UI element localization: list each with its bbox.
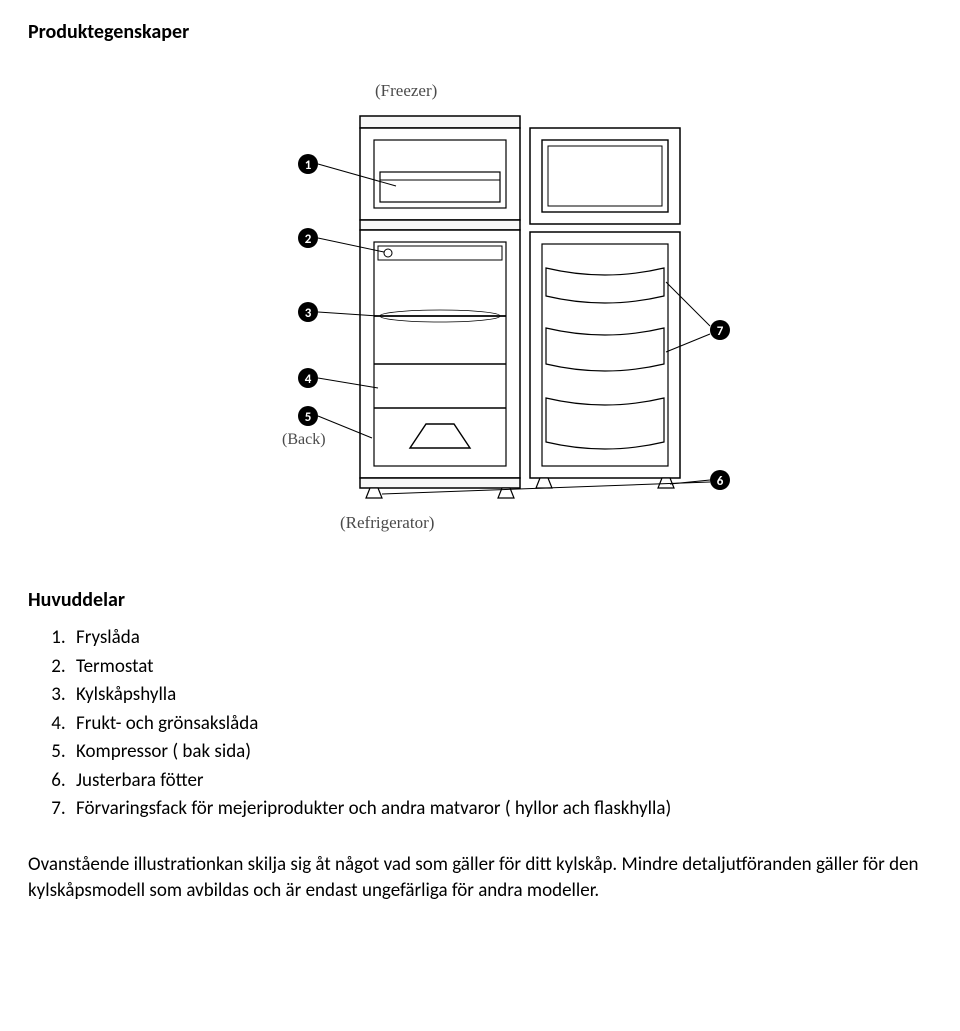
- page-title: Produktegenskaper: [28, 20, 932, 44]
- svg-text:2: 2: [305, 232, 312, 247]
- subheading: Huvuddelar: [28, 588, 932, 612]
- list-item: Justerbara fötter: [70, 767, 932, 796]
- list-item: Fryslåda: [70, 624, 932, 653]
- svg-text:1: 1: [305, 158, 312, 173]
- list-item: Kylskåpshylla: [70, 681, 932, 710]
- svg-text:5: 5: [305, 410, 312, 425]
- diagram-container: (Freezer): [28, 68, 932, 548]
- back-label: (Back): [282, 431, 326, 448]
- list-item: Förvaringsfack för mejeriprodukter och a…: [70, 795, 932, 824]
- svg-text:6: 6: [717, 474, 724, 489]
- svg-text:3: 3: [305, 306, 312, 321]
- list-item: Kompressor ( bak sida): [70, 738, 932, 767]
- note-paragraph: Ovanstående illustrationkan skilja sig å…: [28, 852, 932, 905]
- refrigerator-label: (Refrigerator): [340, 513, 434, 532]
- refrigerator-diagram: (Freezer): [200, 68, 760, 548]
- svg-text:4: 4: [305, 372, 312, 387]
- list-item: Frukt- och grönsakslåda: [70, 710, 932, 739]
- svg-text:7: 7: [717, 324, 724, 339]
- list-item: Termostat: [70, 653, 932, 682]
- freezer-label: (Freezer): [375, 81, 437, 100]
- parts-list: Fryslåda Termostat Kylskåpshylla Frukt- …: [28, 624, 932, 824]
